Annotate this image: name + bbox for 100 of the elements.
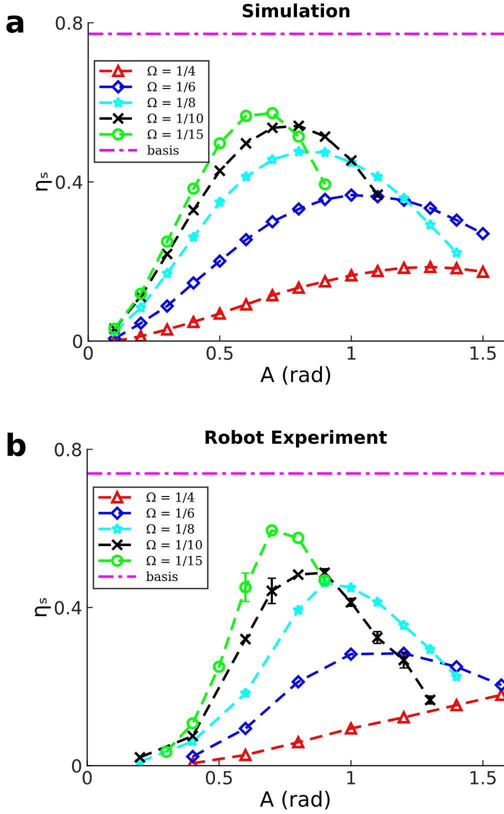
point	[239, 633, 252, 646]
point	[344, 647, 358, 661]
y-tick-label: 0.8	[56, 16, 82, 30]
point	[450, 660, 464, 674]
point	[424, 202, 437, 215]
point	[292, 202, 306, 216]
point	[266, 289, 279, 302]
point	[318, 178, 332, 190]
point	[212, 660, 226, 673]
point	[450, 670, 462, 682]
x-tick-label: 1.5	[470, 771, 496, 784]
y-tick-label: 0	[72, 759, 82, 773]
point	[266, 524, 278, 536]
point	[266, 106, 279, 120]
point	[186, 276, 200, 290]
text: a	[6, 15, 24, 33]
legend-label: Ω = 1/4	[146, 492, 194, 503]
x-tick-label: 0.5	[206, 770, 232, 784]
point	[161, 323, 174, 336]
point	[213, 254, 226, 268]
legend-label: Ω = 1/8	[148, 98, 196, 108]
x-tick-label: 0.5	[206, 346, 233, 360]
point	[292, 120, 305, 132]
point	[239, 232, 253, 246]
point	[319, 146, 331, 158]
point	[318, 130, 332, 143]
x-tick-label: 1.5	[470, 346, 496, 360]
point	[424, 643, 436, 655]
x-axis-title: A (rad)	[260, 790, 330, 810]
chart-title: Robot Experiment	[206, 430, 387, 448]
point	[266, 215, 280, 228]
point	[450, 213, 464, 227]
point	[266, 154, 278, 165]
point	[398, 654, 410, 666]
point	[214, 196, 226, 208]
point	[476, 266, 490, 278]
point	[186, 750, 200, 764]
point	[292, 146, 305, 157]
legend-label: Ω = 1/15	[146, 556, 202, 566]
point	[318, 275, 332, 288]
x-tick-label: 0	[82, 770, 92, 784]
point	[398, 711, 410, 724]
point	[450, 246, 463, 258]
legend-label: Ω = 1/6	[148, 82, 196, 92]
y-tick-label: 0	[73, 334, 82, 348]
point	[239, 748, 252, 762]
point	[372, 596, 384, 608]
point	[344, 722, 358, 735]
point	[424, 260, 436, 274]
point	[398, 192, 410, 204]
y-tick-label: 0.8	[54, 442, 82, 456]
point	[239, 581, 252, 594]
point	[266, 584, 278, 597]
legend-label: Ω = 1/6	[146, 508, 194, 519]
point	[372, 170, 384, 182]
point	[134, 751, 146, 764]
point	[134, 288, 147, 300]
point	[214, 137, 226, 150]
point	[160, 299, 174, 313]
point	[292, 675, 305, 688]
point	[450, 699, 463, 712]
point	[186, 717, 199, 730]
point	[186, 730, 199, 742]
point	[292, 604, 304, 616]
x-tick-label: 1	[347, 771, 356, 784]
point	[424, 218, 436, 230]
point	[240, 687, 252, 698]
point	[214, 164, 226, 177]
point	[134, 302, 147, 313]
point	[161, 248, 174, 260]
y-axis-title: ηₛ	[34, 598, 51, 616]
point	[134, 316, 148, 330]
point	[318, 192, 332, 206]
point	[240, 137, 252, 150]
legend-label: Ω = 1/4	[148, 66, 196, 77]
point	[187, 182, 200, 195]
legend-label: Ω = 1/10	[148, 114, 203, 124]
legend-label: Ω = 1/8	[146, 524, 194, 535]
point	[345, 269, 358, 282]
y-tick-label: 0.4	[56, 175, 82, 190]
point	[372, 188, 384, 201]
x-axis-title: A (rad)	[260, 366, 330, 385]
legend-label: basis	[146, 571, 178, 582]
point	[344, 188, 358, 202]
point	[134, 330, 147, 342]
point	[160, 746, 172, 758]
y-tick-label: 0.4	[54, 600, 82, 615]
point	[345, 582, 357, 593]
point	[240, 170, 252, 182]
point	[372, 264, 384, 278]
point	[292, 568, 304, 581]
point	[238, 722, 252, 736]
legend-label: Ω = 1/15	[148, 129, 203, 140]
point	[266, 122, 279, 134]
point	[187, 204, 200, 216]
legend-label: basis	[147, 145, 179, 155]
point	[292, 736, 304, 748]
y-axis-title: ηₛ	[36, 172, 52, 191]
point	[398, 619, 410, 630]
point	[292, 282, 305, 294]
